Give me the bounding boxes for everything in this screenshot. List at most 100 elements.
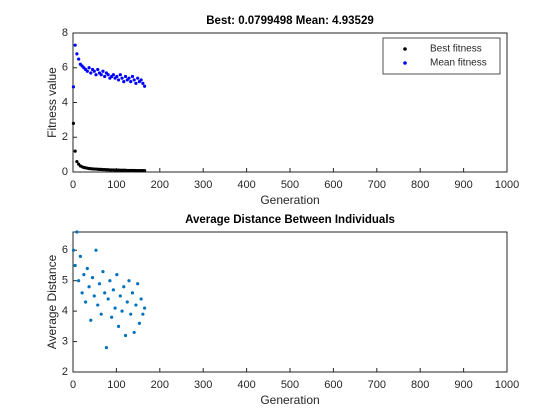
y-tick-label: 2: [62, 366, 68, 378]
data-point: [116, 78, 121, 82]
data-point: [129, 80, 133, 84]
legend-label: Best fitness: [430, 44, 482, 55]
data-point: [129, 312, 133, 316]
data-point: [132, 78, 136, 82]
y-axis-label: Average Distance: [45, 254, 59, 349]
y-tick-label: 0: [62, 166, 68, 178]
data-point: [85, 69, 89, 73]
data-point: [141, 312, 145, 316]
data-point: [80, 291, 84, 295]
x-tick-label: 600: [324, 379, 342, 391]
axes-frame: [72, 231, 508, 373]
x-axis-label: Generation: [260, 193, 319, 207]
data-point: [143, 306, 147, 310]
x-tick-label: 500: [281, 379, 299, 391]
data-point: [101, 269, 105, 274]
data-point: [139, 78, 143, 82]
data-point: [137, 321, 142, 325]
y-tick-label: 4: [62, 96, 68, 108]
data-point: [103, 291, 107, 295]
x-tick-label: 1000: [495, 179, 519, 191]
data-point: [73, 43, 77, 47]
data-point: [106, 73, 110, 77]
data-point: [108, 279, 112, 283]
data-point: [90, 276, 95, 280]
data-point: [115, 273, 119, 277]
x-tick-label: 300: [194, 379, 212, 391]
x-tick-label: 1000: [495, 379, 519, 391]
data-point: [99, 73, 103, 77]
y-tick-label: 6: [62, 62, 68, 74]
data-point: [97, 282, 102, 286]
data-point: [132, 330, 136, 335]
y-tick-label: 3: [62, 335, 68, 347]
data-point: [96, 303, 100, 307]
data-point: [94, 73, 98, 77]
data-point: [127, 279, 131, 283]
data-point: [73, 263, 77, 268]
data-point: [134, 303, 138, 307]
data-point: [113, 306, 117, 310]
data-point: [136, 282, 140, 286]
x-tick-label: 0: [70, 179, 76, 191]
data-point: [92, 69, 96, 73]
data-point: [92, 294, 96, 298]
data-point: [111, 73, 115, 77]
x-tick-label: 700: [368, 179, 386, 191]
x-tick-label: 800: [411, 379, 429, 391]
x-tick-label: 600: [324, 179, 342, 191]
x-tick-label: 0: [70, 379, 76, 391]
x-tick-label: 500: [281, 179, 299, 191]
x-tick-label: 400: [237, 179, 255, 191]
data-point: [71, 248, 76, 252]
data-point: [143, 169, 147, 173]
y-axis-label: Fitness value: [45, 67, 59, 138]
data-point: [134, 81, 138, 85]
data-point: [101, 69, 105, 73]
data-point: [78, 254, 82, 258]
x-tick-label: 200: [151, 379, 169, 391]
y-tick-label: 2: [62, 131, 68, 143]
data-point: [120, 76, 124, 80]
data-point: [123, 333, 128, 338]
data-point: [136, 76, 140, 80]
data-point: [87, 285, 91, 289]
data-point: [94, 248, 98, 252]
data-point: [96, 67, 100, 72]
x-tick-label: 100: [107, 379, 125, 391]
data-point: [110, 315, 114, 319]
data-point: [111, 288, 115, 292]
data-point: [125, 300, 129, 304]
data-point: [139, 297, 143, 301]
legend-marker: [403, 47, 407, 51]
data-point: [116, 324, 121, 328]
data-point: [130, 291, 135, 295]
x-tick-label: 800: [411, 179, 429, 191]
data-point: [104, 346, 109, 350]
legend-marker: [403, 61, 407, 65]
data-point: [143, 84, 147, 88]
data-point: [71, 85, 76, 89]
chart-title: Best: 0.0799498 Mean: 4.93529: [206, 15, 374, 27]
data-point: [120, 309, 124, 313]
x-tick-label: 700: [368, 379, 386, 391]
data-point: [122, 80, 126, 84]
data-point: [71, 121, 76, 125]
x-tick-label: 200: [151, 179, 169, 191]
x-tick-label: 900: [454, 379, 472, 391]
data-point: [118, 73, 122, 77]
data-point: [122, 285, 126, 289]
x-tick-label: 100: [107, 179, 125, 191]
data-point: [118, 294, 122, 298]
data-point: [75, 159, 79, 164]
data-point: [83, 300, 88, 304]
data-point: [87, 66, 91, 70]
data-point: [85, 266, 89, 271]
x-tick-label: 300: [194, 179, 212, 191]
data-point: [89, 318, 93, 322]
x-axis-label: Generation: [260, 393, 319, 407]
data-point: [123, 74, 128, 79]
data-point: [127, 76, 131, 80]
x-tick-label: 900: [454, 179, 472, 191]
